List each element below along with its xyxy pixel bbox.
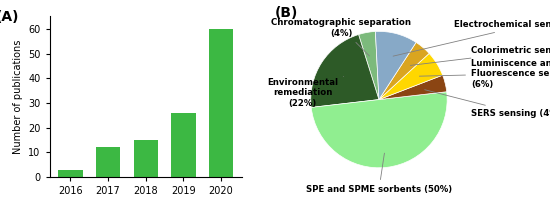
Bar [209, 29, 233, 177]
Wedge shape [379, 75, 447, 99]
Text: SERS sensing (4%): SERS sensing (4%) [425, 90, 550, 118]
Bar [134, 140, 158, 177]
Text: Electrochemical sensing (10%): Electrochemical sensing (10%) [393, 20, 550, 56]
Text: SPE and SPME sorbents (50%): SPE and SPME sorbents (50%) [306, 153, 452, 194]
Text: Environmental
remediation
(22%): Environmental remediation (22%) [267, 77, 344, 108]
Wedge shape [379, 53, 443, 99]
Bar [171, 113, 196, 177]
Bar [96, 147, 120, 177]
Text: Colorimetric sensing (4%): Colorimetric sensing (4%) [410, 46, 550, 65]
Y-axis label: Number of publications: Number of publications [13, 40, 23, 154]
Wedge shape [311, 92, 447, 168]
Wedge shape [311, 35, 379, 107]
Wedge shape [376, 31, 416, 99]
Text: Luminiscence and
Fluorescence sensing
(6%): Luminiscence and Fluorescence sensing (6… [420, 59, 550, 89]
Wedge shape [379, 42, 429, 99]
Bar [58, 170, 82, 177]
Text: (B): (B) [275, 6, 298, 20]
Text: Chromatographic separation
(4%): Chromatographic separation (4%) [272, 18, 411, 56]
Text: (A): (A) [0, 10, 19, 24]
Wedge shape [359, 32, 379, 99]
